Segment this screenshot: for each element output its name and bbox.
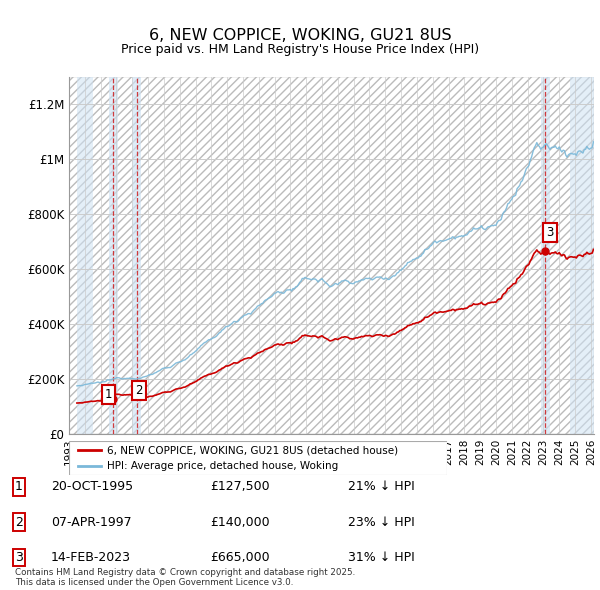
Text: £665,000: £665,000 (210, 551, 269, 564)
Bar (77, 77, 93, 434)
Text: 6, NEW COPPICE, WOKING, GU21 8US (detached house): 6, NEW COPPICE, WOKING, GU21 8US (detach… (107, 445, 398, 455)
Bar (541, 77, 550, 434)
Text: 1: 1 (105, 388, 112, 401)
Bar (132, 77, 141, 434)
Bar (109, 77, 118, 434)
Text: 2: 2 (135, 384, 143, 396)
Text: 07-APR-1997: 07-APR-1997 (51, 516, 131, 529)
Text: Contains HM Land Registry data © Crown copyright and database right 2025.
This d: Contains HM Land Registry data © Crown c… (15, 568, 355, 587)
Text: 2: 2 (15, 516, 23, 529)
Text: £140,000: £140,000 (210, 516, 269, 529)
Text: Price paid vs. HM Land Registry's House Price Index (HPI): Price paid vs. HM Land Registry's House … (121, 43, 479, 56)
Text: 20-OCT-1995: 20-OCT-1995 (51, 480, 133, 493)
Text: 3: 3 (547, 227, 554, 240)
Text: 1: 1 (15, 480, 23, 493)
Text: 31% ↓ HPI: 31% ↓ HPI (348, 551, 415, 564)
Bar (69, 77, 594, 434)
Text: 14-FEB-2023: 14-FEB-2023 (51, 551, 131, 564)
Bar (570, 77, 594, 434)
Text: 21% ↓ HPI: 21% ↓ HPI (348, 480, 415, 493)
Text: £127,500: £127,500 (210, 480, 269, 493)
Text: 3: 3 (15, 551, 23, 564)
Text: 6, NEW COPPICE, WOKING, GU21 8US: 6, NEW COPPICE, WOKING, GU21 8US (149, 28, 451, 43)
Text: HPI: Average price, detached house, Woking: HPI: Average price, detached house, Woki… (107, 461, 338, 471)
Text: 23% ↓ HPI: 23% ↓ HPI (348, 516, 415, 529)
